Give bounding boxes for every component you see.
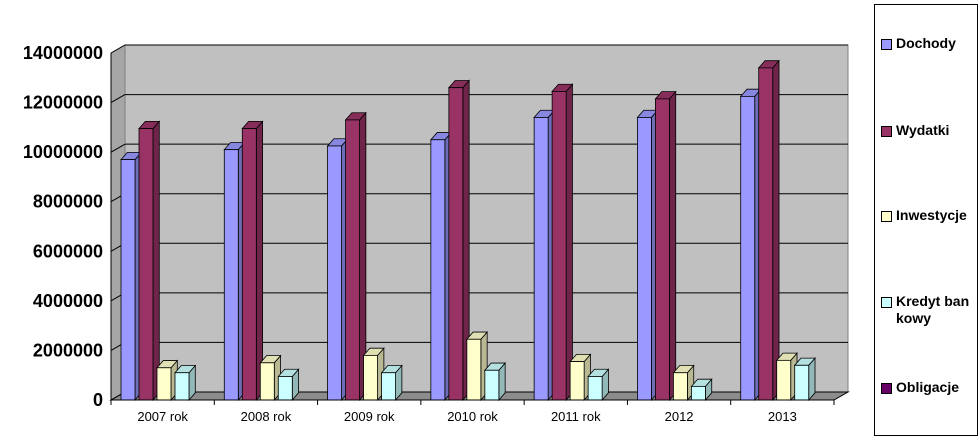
gridline-side — [110, 94, 126, 104]
x-tick-label: 2010 rok — [447, 409, 498, 424]
bar-wydatki-2010-rok — [447, 79, 471, 402]
bar-kredyt-bankowy-2007-rok — [174, 364, 197, 402]
bar-inwestycje-2013 — [775, 352, 798, 402]
bar-kredyt-bankowy-2009-rok — [380, 364, 403, 402]
bar-kredyt-bankowy-2008-rok — [277, 368, 300, 402]
gridline-side — [110, 44, 126, 54]
legend-swatch-kredyt-bankowy — [881, 297, 892, 308]
y-tick-label: 2000000 — [33, 340, 103, 360]
bar-inwestycje-2010-rok — [465, 331, 489, 402]
y-tick-label: 8000000 — [33, 192, 103, 212]
bar-wydatki-2013 — [757, 59, 780, 402]
y-tick-label: 12000000 — [23, 93, 103, 113]
bar-inwestycje-2007-rok — [156, 359, 179, 402]
bar-dochody-2012 — [636, 109, 659, 402]
y-tick-label: 0 — [93, 390, 103, 410]
legend-swatch-wydatki — [881, 126, 892, 137]
legend-label-obligacje: Obligacje — [896, 379, 960, 395]
bar-dochody-2010-rok — [429, 131, 453, 402]
bar-wydatki-2011-rok — [551, 83, 574, 402]
bar-kredyt-bankowy-2012 — [690, 378, 713, 402]
y-tick-label: 4000000 — [33, 291, 103, 311]
legend-label-kredyt-bankowy: Kredyt bankowy — [896, 293, 970, 326]
legend-swatch-inwestycje — [881, 211, 892, 222]
legend-item-inwestycje: Inwestycje — [881, 207, 976, 224]
x-tick-label: 2008 rok — [241, 409, 292, 424]
bar-dochody-2013 — [739, 88, 762, 402]
x-tick-label: 2011 rok — [551, 409, 601, 424]
legend-item-obligacje: Obligacje — [881, 379, 976, 396]
bar-inwestycje-2011-rok — [569, 353, 592, 402]
bar-wydatki-2007-rok — [138, 120, 161, 402]
x-tick-label: 2012 — [665, 409, 694, 424]
legend-label-wydatki: Wydatki — [896, 122, 950, 138]
bar-dochody-2007-rok — [120, 151, 143, 402]
legend-swatch-obligacje — [881, 383, 892, 394]
bar-inwestycje-2012 — [672, 364, 695, 402]
bar-dochody-2009-rok — [326, 137, 349, 402]
y-tick-label: 6000000 — [33, 241, 103, 261]
x-tick-label: 2009 rok — [344, 409, 395, 424]
legend: Dochody Wydatki Inwestycje Kredyt bankow… — [874, 4, 978, 436]
bar-kredyt-bankowy-2010-rok — [483, 361, 507, 402]
bar-kredyt-bankowy-2011-rok — [587, 368, 610, 402]
bar-wydatki-2008-rok — [241, 120, 264, 402]
legend-swatch-dochody — [881, 39, 892, 50]
legend-item-dochody: Dochody — [881, 35, 976, 52]
bar-inwestycje-2009-rok — [362, 347, 385, 402]
bar-kredyt-bankowy-2013 — [793, 357, 816, 402]
y-tick-label: 14000000 — [23, 43, 103, 63]
bar-inwestycje-2008-rok — [259, 354, 282, 402]
legend-item-kredyt-bankowy: Kredyt bankowy — [881, 293, 976, 327]
bar-dochody-2011-rok — [533, 109, 556, 402]
gridline-side — [110, 143, 126, 153]
bar-wydatki-2009-rok — [344, 111, 367, 402]
legend-label-dochody: Dochody — [896, 35, 956, 51]
x-tick-label: 2013 — [768, 409, 797, 424]
x-tick-label: 2007 rok — [137, 409, 188, 424]
legend-label-inwestycje: Inwestycje — [896, 207, 967, 223]
bar-wydatki-2012 — [654, 90, 677, 402]
legend-item-wydatki: Wydatki — [881, 122, 976, 139]
bar-dochody-2008-rok — [223, 141, 246, 402]
y-tick-label: 10000000 — [23, 142, 103, 162]
